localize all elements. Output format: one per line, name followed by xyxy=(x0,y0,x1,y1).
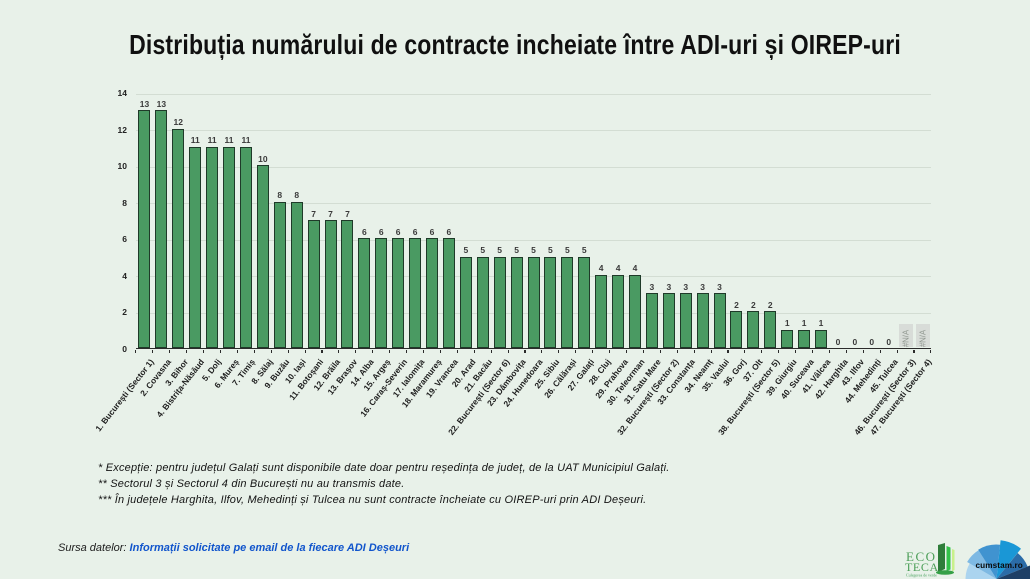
svg-text:TECA: TECA xyxy=(905,560,939,574)
svg-text:cumstam.ro: cumstam.ro xyxy=(976,561,1023,570)
svg-text:ECO: ECO xyxy=(906,549,937,564)
svg-text:Culegerea de verde: Culegerea de verde xyxy=(906,573,937,578)
